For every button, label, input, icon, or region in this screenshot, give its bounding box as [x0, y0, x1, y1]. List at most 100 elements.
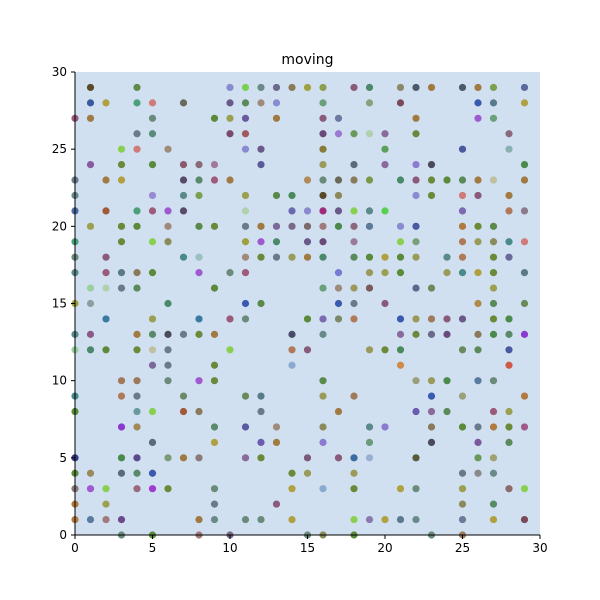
scatter-point — [86, 83, 95, 92]
scatter-point — [257, 145, 265, 153]
scatter-point — [148, 238, 157, 246]
scatter-point — [319, 377, 327, 385]
x-tick-label: 20 — [377, 541, 392, 555]
points-layer — [71, 83, 529, 539]
scatter-point — [319, 207, 327, 215]
scatter-point — [179, 253, 188, 261]
scatter-point — [474, 114, 482, 122]
scatter-point — [443, 269, 451, 277]
scatter-point — [148, 114, 157, 122]
scatter-point — [505, 330, 513, 338]
scatter-point — [458, 469, 467, 477]
scatter-point — [241, 454, 250, 462]
scatter-point — [474, 191, 482, 200]
scatter-point — [458, 315, 467, 323]
scatter-point — [427, 284, 436, 292]
scatter-point — [179, 161, 188, 169]
scatter-point — [319, 238, 327, 246]
scatter-point — [396, 361, 405, 369]
scatter-point — [474, 222, 482, 230]
scatter-point — [133, 83, 141, 92]
scatter-point — [458, 145, 467, 153]
scatter-point — [319, 485, 327, 493]
scatter-point — [210, 500, 219, 508]
scatter-point — [226, 114, 234, 122]
scatter-point — [489, 99, 498, 107]
scatter-point — [334, 407, 343, 416]
scatter-point — [520, 485, 529, 493]
scatter-point — [195, 161, 203, 169]
scatter-point — [489, 423, 498, 431]
scatter-point — [164, 207, 172, 215]
x-tick-label: 25 — [455, 541, 470, 555]
scatter-point — [257, 253, 265, 261]
scatter-point — [257, 99, 265, 107]
scatter-point — [350, 238, 358, 246]
plot-area — [75, 72, 540, 535]
scatter-point — [117, 269, 126, 277]
scatter-point — [272, 500, 281, 508]
scatter-point — [489, 222, 498, 230]
x-tick-label: 5 — [149, 541, 157, 555]
scatter-point — [489, 114, 498, 122]
scatter-point — [241, 130, 250, 138]
scatter-point — [133, 145, 141, 153]
scatter-point — [319, 191, 327, 200]
y-axis: 0 5 10 15 20 25 30 — [52, 65, 75, 542]
scatter-point — [474, 454, 482, 462]
scatter-point — [195, 253, 203, 261]
scatter-point — [241, 191, 250, 200]
scatter-point — [148, 407, 157, 416]
y-tick-label: 10 — [52, 374, 67, 388]
scatter-point — [474, 176, 482, 184]
scatter-point — [86, 161, 95, 169]
scatter-point — [350, 253, 358, 261]
scatter-point — [210, 377, 219, 385]
scatter-point — [319, 330, 327, 338]
y-tick-label: 30 — [52, 65, 67, 79]
y-tick-label: 15 — [52, 297, 67, 311]
scatter-point — [474, 238, 482, 246]
scatter-point — [86, 330, 95, 338]
scatter-point — [412, 515, 420, 524]
scatter-point — [303, 207, 312, 215]
scatter-point — [334, 191, 343, 200]
scatter-point — [288, 253, 296, 261]
scatter-point — [164, 222, 172, 230]
scatter-point — [257, 454, 265, 462]
scatter-point — [458, 207, 467, 215]
scatter-point — [319, 130, 327, 138]
scatter-point — [443, 407, 451, 416]
scatter-point — [427, 407, 436, 416]
scatter-point — [117, 469, 126, 477]
scatter-point — [133, 222, 141, 230]
scatter-point — [396, 83, 405, 92]
scatter-point — [489, 407, 498, 416]
scatter-point — [241, 83, 250, 92]
scatter-point — [412, 485, 420, 493]
scatter-point — [365, 454, 374, 462]
scatter-point — [412, 454, 420, 462]
scatter-point — [365, 222, 374, 230]
scatter-point — [241, 515, 250, 524]
scatter-point — [505, 361, 513, 369]
scatter-point — [241, 238, 250, 246]
scatter-point — [489, 469, 498, 477]
scatter-point — [458, 485, 467, 493]
scatter-point — [396, 253, 405, 261]
scatter-point — [288, 330, 296, 338]
scatter-point — [443, 176, 451, 184]
scatter-point — [226, 99, 234, 107]
scatter-point — [489, 299, 498, 308]
scatter-point — [133, 284, 141, 292]
scatter-point — [117, 238, 126, 246]
scatter-point — [86, 222, 95, 230]
scatter-point — [272, 114, 281, 122]
scatter-point — [86, 299, 95, 308]
scatter-point — [350, 83, 358, 92]
scatter-point — [164, 330, 172, 338]
scatter-point — [133, 330, 141, 338]
scatter-point — [241, 299, 250, 308]
scatter-point — [241, 253, 250, 261]
scatter-point — [505, 438, 513, 446]
